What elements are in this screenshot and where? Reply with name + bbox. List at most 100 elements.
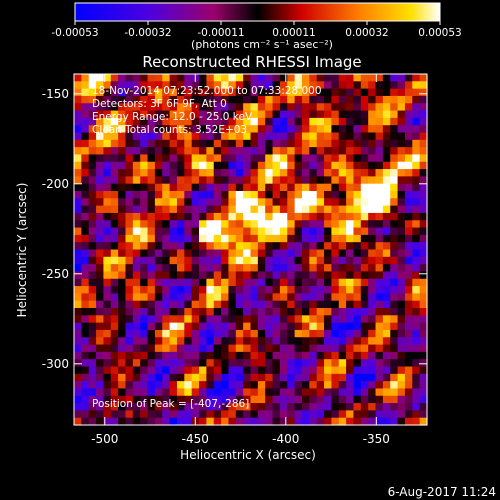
heatmap-cell — [213, 176, 222, 185]
heatmap-cell — [338, 381, 347, 390]
heatmap-cell — [110, 264, 119, 273]
heatmap-cell — [81, 286, 90, 294]
heatmap-cell — [154, 88, 163, 97]
heatmap-cell — [213, 147, 222, 156]
heatmap-cell — [338, 315, 347, 324]
heatmap-cell — [331, 322, 340, 331]
heatmap-cell — [169, 388, 178, 397]
heatmap-cell — [412, 110, 421, 119]
heatmap-cell — [309, 139, 318, 148]
heatmap-cell — [74, 242, 82, 251]
heatmap-cell — [301, 103, 310, 112]
heatmap-cell — [243, 198, 252, 207]
heatmap-cell — [324, 198, 332, 207]
heatmap-cell — [257, 132, 266, 141]
heatmap-cell — [96, 125, 105, 134]
heatmap-cell — [169, 337, 178, 346]
heatmap-cell — [257, 395, 266, 404]
heatmap-cell — [132, 264, 141, 273]
heatmap-cell — [176, 344, 185, 353]
heatmap-cell — [294, 286, 303, 294]
heatmap-cell — [397, 403, 406, 411]
heatmap-cell — [74, 110, 82, 119]
heatmap-cell — [184, 169, 193, 177]
heatmap-cell — [132, 212, 141, 221]
heatmap-cell — [279, 117, 288, 126]
heatmap-cell — [309, 264, 318, 273]
heatmap-cell — [228, 271, 237, 280]
heatmap-cell — [390, 388, 399, 397]
heatmap-cell — [199, 117, 207, 126]
heatmap-cell — [191, 366, 200, 375]
heatmap-cell — [221, 395, 230, 404]
heatmap-cell — [221, 249, 230, 258]
heatmap-cell — [265, 183, 274, 192]
heatmap-cell — [382, 242, 391, 251]
heatmap-cell — [338, 278, 347, 287]
heatmap-cell — [147, 154, 156, 163]
heatmap-cell — [419, 88, 428, 97]
heatmap-cell — [228, 161, 237, 170]
heatmap-cell — [169, 74, 178, 82]
heatmap-cell — [419, 322, 428, 331]
heatmap-cell — [294, 95, 303, 104]
heatmap-cell — [316, 234, 325, 243]
heatmap-cell — [301, 271, 310, 280]
heatmap-cell — [88, 381, 97, 390]
heatmap-cell — [81, 198, 90, 207]
heatmap-cell — [74, 88, 82, 97]
heatmap-cell — [353, 366, 362, 375]
heatmap-cell — [419, 359, 428, 368]
heatmap-cell — [243, 395, 252, 404]
heatmap-cell — [324, 395, 332, 404]
heatmap-cell — [110, 110, 119, 119]
heatmap-cell — [316, 344, 325, 353]
heatmap-cell — [390, 227, 399, 236]
heatmap-cell — [404, 329, 413, 338]
heatmap-cell — [132, 256, 141, 265]
heatmap-cell — [169, 381, 178, 390]
heatmap-cell — [96, 242, 105, 251]
heatmap-cell — [324, 286, 332, 294]
heatmap-cell — [206, 315, 215, 324]
heatmap-cell — [176, 373, 185, 382]
heatmap-cell — [162, 110, 171, 119]
heatmap-cell — [404, 395, 413, 404]
heatmap-cell — [118, 329, 127, 338]
heatmap-cell — [331, 183, 340, 192]
heatmap-cell — [353, 147, 362, 156]
heatmap-cell — [213, 191, 222, 199]
heatmap-cell — [191, 373, 200, 382]
heatmap-cell — [88, 351, 97, 360]
heatmap-cell — [118, 117, 127, 126]
heatmap-cell — [309, 242, 318, 251]
heatmap-cell — [265, 147, 274, 156]
heatmap-cell — [176, 417, 185, 426]
heatmap-cell — [419, 264, 428, 273]
heatmap-cell — [279, 183, 288, 192]
heatmap-cell — [257, 293, 266, 302]
heatmap-cell — [404, 264, 413, 273]
heatmap-cell — [279, 74, 288, 82]
heatmap-cell — [360, 103, 369, 112]
heatmap-cell — [324, 227, 332, 236]
heatmap-cell — [294, 176, 303, 185]
heatmap-cell — [169, 315, 178, 324]
heatmap-cell — [213, 74, 222, 82]
heatmap-cell — [338, 417, 347, 426]
heatmap-cell — [353, 191, 362, 199]
heatmap-cell — [324, 322, 332, 331]
heatmap-cell — [221, 176, 230, 185]
heatmap-cell — [118, 344, 127, 353]
heatmap-cell — [96, 205, 105, 214]
heatmap-cell — [316, 125, 325, 134]
heatmap-cell — [412, 271, 421, 280]
colorbar-tick-label: 0.00032 — [345, 27, 388, 39]
heatmap-cell — [88, 161, 97, 170]
heatmap-cell — [191, 212, 200, 221]
heatmap-cell — [103, 366, 112, 375]
heatmap-cell — [375, 242, 384, 251]
heatmap-cell — [301, 395, 310, 404]
heatmap-cell — [88, 220, 97, 229]
heatmap-cell — [235, 227, 244, 236]
